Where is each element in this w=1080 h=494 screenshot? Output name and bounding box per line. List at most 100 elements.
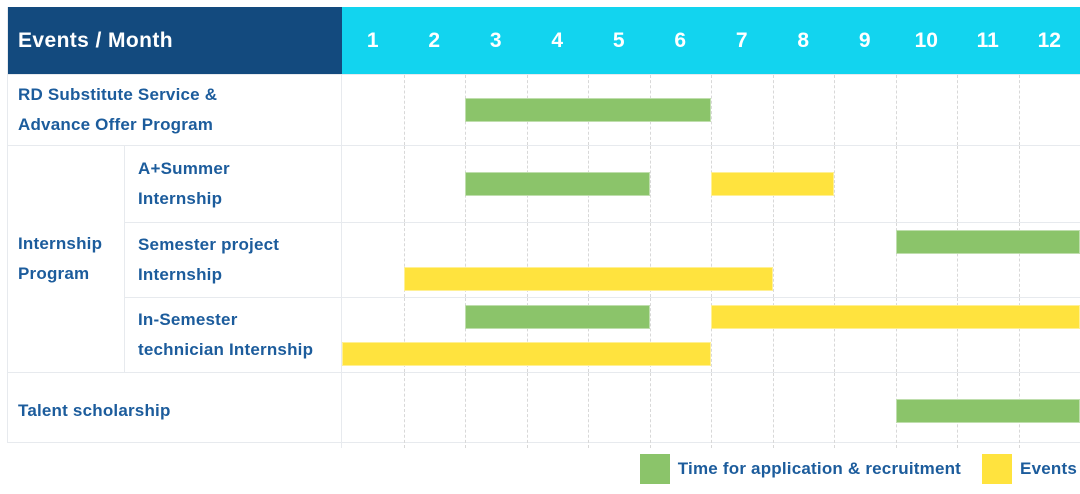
events-month-header-cell: Events / Month [8,7,342,74]
gantt-grid-cell [342,75,1080,145]
row-label-semester-project: Semester project Internship [125,223,342,297]
events-month-table: Events / Month 1 2 3 4 5 6 7 8 9 10 11 1… [7,7,1080,448]
month-header-cell: 10 [914,28,938,52]
internship-program-subrows: A+Summer Internship Semester project Int… [125,146,1080,372]
table-row-rd-substitute: RD Substitute Service & Advance Offer Pr… [8,74,1080,145]
event-period-bar [342,341,711,366]
month-gridline [957,298,958,372]
application-period-bar [465,172,650,196]
row-label-in-semester-technician: In-Semester technician Internship [125,298,342,372]
month-gridline [403,223,405,297]
month-header-cell: 4 [551,28,564,52]
month-gridline [403,75,405,145]
gantt-grid-cell [342,373,1080,448]
month-gridline [711,223,712,297]
gantt-grid-cell [342,298,1080,372]
gantt-row-line [342,373,1080,448]
month-gridline [465,298,466,372]
month-gridline [649,373,651,448]
gantt-row-line [342,298,1080,335]
month-header-strip: 1 2 3 4 5 6 7 8 9 10 11 12 [342,7,1080,74]
events-swatch-icon [982,453,1013,484]
legend: Time for application & recruitment Event… [0,443,1077,494]
month-header-cell: 9 [858,28,871,52]
month-gridline [526,298,528,372]
table-header-row: Events / Month 1 2 3 4 5 6 7 8 9 10 11 1… [8,7,1080,74]
month-gridline [711,373,712,448]
table-row-in-semester-technician: In-Semester technician Internship [125,297,1080,372]
table-group-internship-program: Internship Program A+Summer Internship S… [8,145,1080,372]
legend-label-application: Time for application & recruitment [677,458,962,478]
month-gridline [834,75,835,145]
group-label-internship-program: Internship Program [8,146,125,372]
month-gridline [403,146,405,222]
application-period-bar [895,229,1080,254]
month-header-cell: 5 [612,28,625,52]
gantt-row-line [342,146,1080,222]
gantt-row-line [342,223,1080,260]
month-gridline [649,146,651,222]
month-gridline [895,298,897,372]
month-header-cell: 7 [735,28,748,52]
legend-label-events: Events [1020,458,1077,478]
row-label-rd-substitute: RD Substitute Service & Advance Offer Pr… [8,75,342,145]
month-gridline [834,223,835,297]
month-gridline [834,373,835,448]
gantt-row-line [342,260,1080,297]
gantt-row-line [342,75,1080,145]
month-header-cell: 11 [976,28,999,52]
month-header-cell: 3 [489,28,502,52]
month-gridline [526,223,528,297]
month-header-cell: 8 [797,28,810,52]
month-gridline [403,373,405,448]
month-gridline [649,223,651,297]
month-gridline [834,146,835,222]
month-gridline [588,298,589,372]
gantt-grid-cell [342,146,1080,222]
month-gridline [526,373,528,448]
application-period-bar [465,304,650,329]
month-gridline [588,223,589,297]
month-gridline [588,373,589,448]
month-gridline [711,75,712,145]
month-header-cell: 1 [366,28,379,52]
month-gridline [772,373,774,448]
event-period-bar [711,304,1080,329]
table-row-a-plus-summer: A+Summer Internship [125,146,1080,222]
event-period-bar [403,266,773,291]
month-header-cell: 6 [674,28,687,52]
table-row-semester-project: Semester project Internship [125,222,1080,297]
month-gridline [465,223,466,297]
month-gridline [895,75,897,145]
gantt-grid-cell [342,223,1080,297]
month-gridline [465,373,466,448]
month-gridline [834,298,835,372]
month-gridline [772,223,774,297]
application-period-bar [465,98,711,122]
gantt-row-line [342,335,1080,372]
row-label-a-plus-summer: A+Summer Internship [125,146,342,222]
month-gridline [957,75,958,145]
month-gridline [1018,75,1020,145]
legend-item-events: Events [982,453,1077,484]
month-gridline [403,298,405,372]
event-period-bar [711,172,834,196]
month-gridline [895,223,897,297]
table-row-talent-scholarship: Talent scholarship [8,372,1080,448]
month-gridline [1018,146,1020,222]
month-gridline [957,146,958,222]
month-gridline [772,75,774,145]
application-period-bar [895,398,1080,423]
month-gridline [1018,223,1020,297]
month-header-cell: 2 [428,28,441,52]
row-label-talent-scholarship: Talent scholarship [8,373,342,448]
month-gridline [649,298,651,372]
legend-item-application: Time for application & recruitment [639,453,962,484]
month-header-cell: 12 [1037,28,1061,52]
month-gridline [895,146,897,222]
month-gridline [711,298,712,372]
month-gridline [957,223,958,297]
month-gridline [772,298,774,372]
month-gridline [1018,298,1020,372]
